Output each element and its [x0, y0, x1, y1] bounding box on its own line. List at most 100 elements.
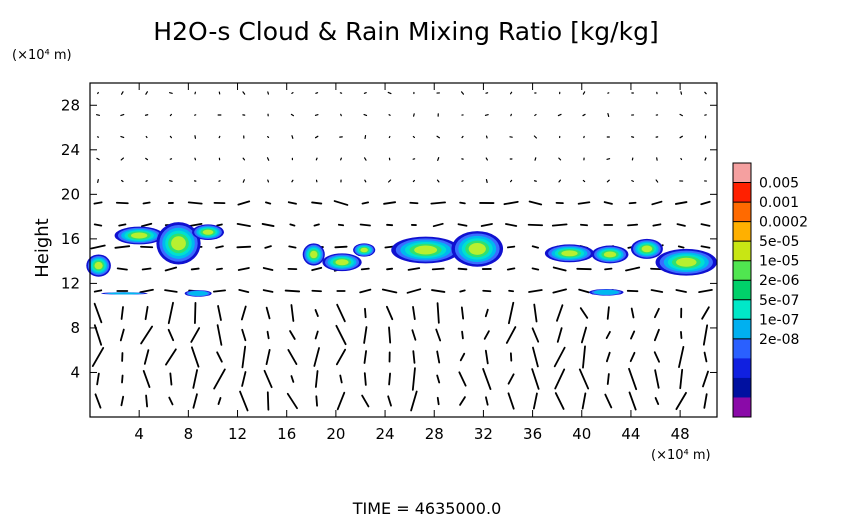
wind-vector — [217, 305, 222, 321]
y-tick-label: 28 — [61, 96, 80, 114]
wind-vector — [509, 179, 513, 183]
wind-vector — [413, 113, 415, 117]
wind-vector — [630, 307, 635, 319]
wind-vector — [531, 267, 540, 271]
cloud-field — [86, 222, 717, 297]
wind-vector — [266, 391, 270, 411]
wind-vector — [215, 245, 224, 249]
wind-vector — [531, 327, 540, 343]
wind-vector — [315, 395, 318, 407]
x-tick-label: 48 — [671, 425, 690, 443]
wind-vector — [510, 113, 512, 117]
cloud-patch — [171, 236, 186, 251]
wind-vector — [653, 328, 660, 342]
wind-vector — [460, 91, 465, 95]
wind-vector — [240, 305, 247, 321]
wind-vector — [528, 289, 543, 293]
wind-vector — [607, 112, 610, 118]
wind-vector — [680, 157, 683, 161]
wind-vector — [654, 369, 660, 389]
wind-vector — [192, 393, 198, 409]
wind-vector — [628, 367, 638, 391]
y-axis: 4 8 12 16 20 24 28 — [61, 96, 717, 381]
wind-vector — [359, 288, 372, 294]
wind-vector — [578, 288, 590, 294]
wind-vector — [216, 351, 223, 363]
wind-vector — [145, 394, 148, 408]
wind-vector — [482, 368, 492, 390]
wind-vector — [484, 308, 489, 318]
wind-vector — [140, 245, 154, 249]
wind-vector — [168, 396, 174, 406]
wind-vector — [167, 328, 175, 342]
wind-vector — [361, 201, 370, 205]
wind-vector — [169, 180, 173, 182]
wind-vector — [284, 289, 301, 293]
wind-vector — [507, 392, 515, 410]
wind-vector — [436, 135, 440, 139]
wind-vector — [313, 223, 320, 227]
wind-vector — [700, 200, 711, 206]
wind-vector — [461, 330, 464, 340]
colorbar-swatch — [733, 163, 751, 183]
wind-vector — [412, 306, 416, 320]
wind-vector — [554, 392, 565, 410]
wind-vector — [264, 245, 272, 249]
wind-vector — [169, 113, 173, 117]
wind-vector — [436, 179, 440, 183]
cloud-patch — [360, 247, 368, 253]
wind-vector — [653, 351, 660, 363]
wind-vector — [120, 135, 125, 139]
wind-vector — [337, 223, 345, 227]
wind-vector — [121, 374, 124, 384]
wind-vector — [507, 373, 515, 385]
wind-vector — [435, 328, 442, 342]
wind-vector — [263, 369, 273, 389]
wind-vector — [187, 223, 203, 227]
wind-vector — [216, 324, 223, 346]
wind-vector — [651, 200, 663, 206]
cloud-patch — [202, 229, 214, 235]
wind-vector — [704, 157, 707, 161]
wind-vector — [96, 372, 100, 386]
wind-vector — [431, 289, 446, 293]
wind-vector — [95, 114, 101, 116]
wind-vector — [290, 113, 294, 117]
cloud-patch — [593, 289, 619, 295]
wind-vector — [627, 223, 639, 227]
cloud-patch — [335, 259, 349, 266]
wind-vector — [194, 301, 197, 325]
wind-vector — [216, 223, 223, 227]
wind-vector — [236, 222, 251, 228]
cloud-patch — [561, 250, 578, 257]
wind-vector — [291, 135, 294, 139]
wind-vector — [192, 369, 198, 389]
wind-vector — [267, 136, 270, 138]
wind-vector — [411, 329, 417, 341]
y-tick-label: 24 — [61, 141, 80, 159]
x-tick-label: 16 — [277, 425, 296, 443]
wind-vector — [505, 223, 518, 227]
wind-vector — [702, 324, 709, 346]
x-axis: 4 8 12 16 20 24 28 32 36 40 44 48 — [134, 83, 690, 443]
colorbar-label: 0.005 — [759, 176, 799, 192]
wind-vector — [144, 114, 149, 116]
wind-vector — [97, 179, 99, 183]
wind-vector — [532, 346, 539, 368]
wind-vector — [485, 178, 488, 184]
wind-vector — [169, 372, 173, 386]
wind-vector — [551, 223, 568, 227]
cloud-patch — [310, 250, 318, 259]
wind-vector — [482, 289, 492, 293]
wind-vector — [506, 245, 516, 249]
wind-vector — [140, 325, 154, 345]
wind-vector — [242, 179, 245, 183]
wind-vector — [386, 267, 394, 271]
wind-vector — [291, 179, 294, 183]
colorbar-swatch — [733, 299, 751, 320]
cloud-patch — [414, 245, 438, 255]
wind-vector — [237, 200, 251, 206]
wind-vector — [674, 201, 688, 205]
wind-vector — [679, 135, 683, 139]
